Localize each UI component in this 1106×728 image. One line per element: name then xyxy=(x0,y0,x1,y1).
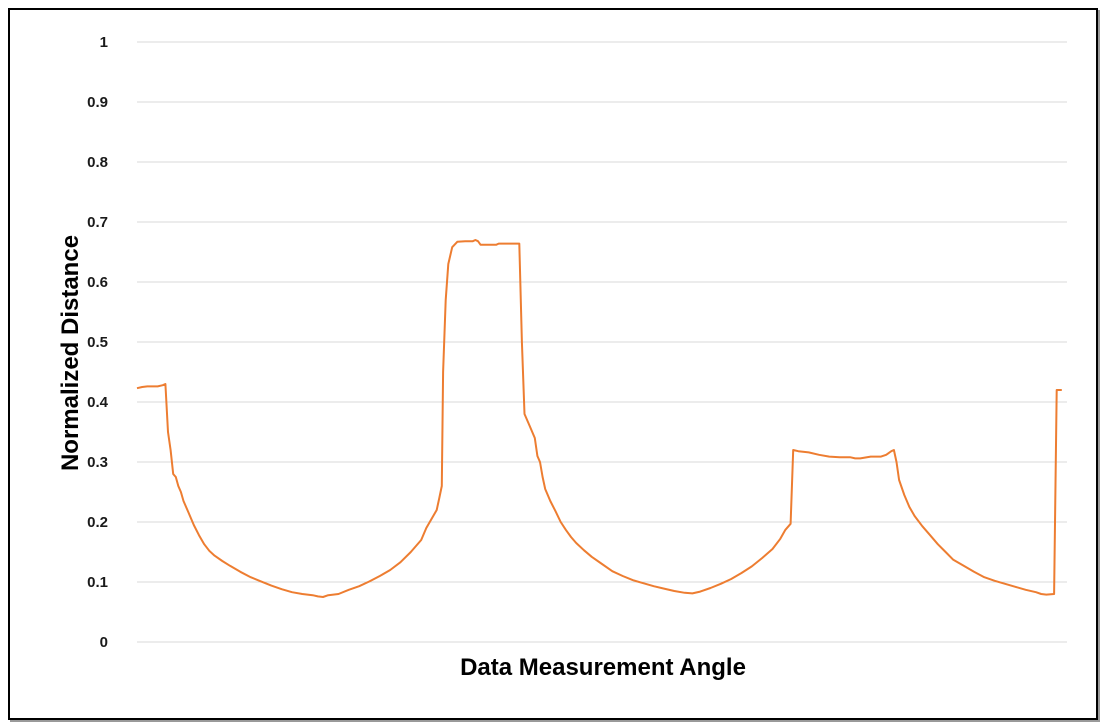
y-tick-label: 0.1 xyxy=(87,574,108,591)
y-tick-label: 0 xyxy=(100,634,108,651)
y-tick-label: 0.2 xyxy=(87,514,108,531)
y-tick-label: 0.3 xyxy=(87,454,108,471)
y-tick-label: 0.7 xyxy=(87,214,108,231)
x-axis-title: Data Measurement Angle xyxy=(460,654,746,681)
line-chart: 0 0.1 0.2 0.3 0.4 0.5 0.6 0.7 0.8 0.9 1 Normalized… xyxy=(57,34,1067,681)
y-tick-label: 0.9 xyxy=(87,94,108,111)
chart-frame: 0 0.1 0.2 0.3 0.4 0.5 0.6 0.7 0.8 0.9 1 Normalized… xyxy=(8,8,1098,720)
y-tick-label: 0.8 xyxy=(87,154,108,171)
y-axis-tick-labels: 0 0.1 0.2 0.3 0.4 0.5 0.6 0.7 0.8 0.9 1 xyxy=(87,34,109,651)
y-tick-label: 0.5 xyxy=(87,334,108,351)
y-axis-title: Normalized Distance xyxy=(57,235,84,471)
series-group xyxy=(136,239,1062,598)
y-tick-label: 1 xyxy=(100,34,108,51)
y-tick-label: 0.6 xyxy=(87,274,108,291)
series-line-0 xyxy=(136,239,1062,598)
y-tick-label: 0.4 xyxy=(87,394,109,411)
gridlines xyxy=(137,41,1067,643)
